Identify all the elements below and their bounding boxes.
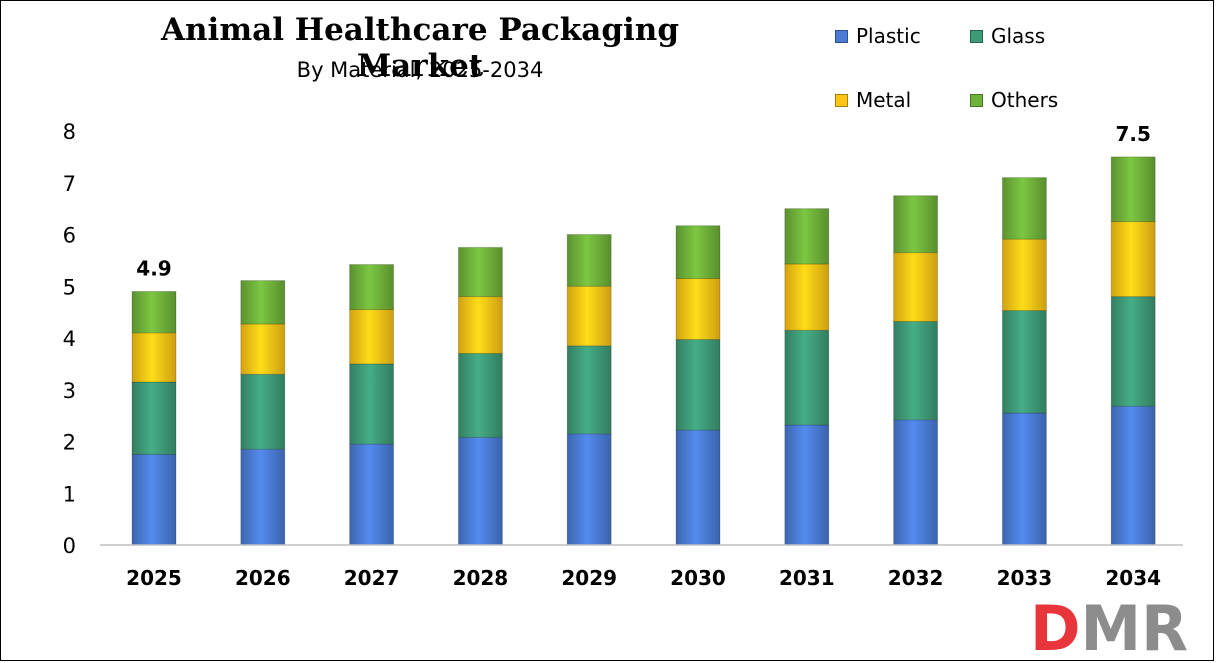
bar-segment-others-2029 [566, 234, 612, 287]
bar-segment-metal-2031 [784, 263, 830, 331]
bar-segment-glass-2028 [457, 353, 503, 438]
x-tick-label-2029: 2029 [561, 566, 617, 590]
bar-segment-others-2025 [131, 290, 177, 334]
bar-segment-others-2034 [1110, 156, 1156, 223]
x-tick-label-2025: 2025 [126, 566, 182, 590]
legend-swatch-glass [970, 29, 983, 43]
bar-segment-others-2032 [893, 195, 939, 254]
x-tick-label-2028: 2028 [453, 566, 509, 590]
x-tick-label-2027: 2027 [344, 566, 400, 590]
bar-segment-plastic-2028 [457, 436, 503, 546]
legend-item-metal: Metal [835, 86, 911, 114]
bar-segment-plastic-2027 [349, 443, 395, 546]
bar-segment-glass-2027 [349, 363, 395, 445]
bar-segment-plastic-2034 [1110, 405, 1156, 546]
data-label-2025: 4.9 [136, 256, 171, 280]
y-tick-label: 3 [63, 379, 76, 403]
bar-segment-metal-2028 [457, 296, 503, 355]
x-tick-label-2031: 2031 [779, 566, 835, 590]
bar-segment-glass-2029 [566, 345, 612, 435]
bar-segment-plastic-2032 [893, 419, 939, 546]
bar-segment-metal-2030 [675, 277, 721, 341]
y-tick-label: 6 [63, 224, 76, 248]
legend-label-others: Others [991, 88, 1059, 112]
bar-segment-others-2028 [457, 246, 503, 298]
y-tick-label: 7 [63, 172, 76, 196]
bar-segment-plastic-2033 [1001, 412, 1047, 546]
chart-subtitle: By Material, 2025-2034 [296, 58, 544, 82]
dmr-logo-icon: DMR [1030, 598, 1188, 654]
bar-segment-others-2030 [675, 225, 721, 279]
svg-text:DMR: DMR [1030, 598, 1188, 654]
x-tick-label-2026: 2026 [235, 566, 291, 590]
data-label-2034: 7.5 [1115, 122, 1150, 146]
bar-segment-glass-2034 [1110, 296, 1156, 407]
legend-swatch-metal [835, 93, 848, 107]
legend-item-plastic: Plastic [835, 22, 921, 50]
legend-label-plastic: Plastic [856, 24, 921, 48]
legend-item-others: Others [970, 86, 1058, 114]
x-tick-label-2034: 2034 [1105, 566, 1161, 590]
legend-swatch-plastic [835, 29, 848, 43]
bar-segment-metal-2029 [566, 285, 612, 347]
bar-segment-plastic-2030 [675, 429, 721, 546]
y-tick-label: 2 [63, 431, 76, 455]
bar-segment-others-2033 [1001, 177, 1047, 240]
bar-segment-metal-2034 [1110, 221, 1156, 298]
y-tick-label: 5 [63, 275, 76, 299]
legend-swatch-others [970, 93, 983, 107]
bar-segment-metal-2027 [349, 309, 395, 365]
x-tick-label-2030: 2030 [670, 566, 726, 590]
stacked-bar-chart: 0 1 2 3 4 5 6 7 8 2025 2026 2027 2028 2029 2030 2031 203… [63, 120, 1183, 590]
bar-segment-metal-2032 [893, 252, 939, 322]
bar-segment-glass-2033 [1001, 310, 1047, 414]
bar-segment-glass-2032 [893, 320, 939, 421]
bar-segment-glass-2025 [131, 381, 177, 455]
bar-segment-glass-2031 [784, 329, 830, 426]
bar-segment-plastic-2026 [240, 448, 286, 546]
bar-segment-plastic-2029 [566, 433, 612, 546]
legend-item-glass: Glass [970, 22, 1045, 50]
x-tick-label-2033: 2033 [997, 566, 1053, 590]
bar-segment-others-2031 [784, 208, 830, 265]
y-tick-label: 1 [63, 482, 76, 506]
legend-label-glass: Glass [991, 24, 1046, 48]
bar-segment-plastic-2025 [131, 453, 177, 546]
y-tick-label: 4 [63, 327, 76, 351]
bar-segment-plastic-2031 [784, 424, 830, 546]
bar-segment-others-2027 [349, 264, 395, 311]
chart-title: Animal Healthcare Packaging Market [160, 12, 680, 84]
bar-segment-glass-2030 [675, 339, 721, 431]
bar-segment-metal-2026 [240, 323, 286, 375]
y-tick-label: 8 [63, 120, 76, 144]
legend-label-metal: Metal [856, 88, 912, 112]
bar-segment-metal-2025 [131, 332, 177, 383]
x-tick-label-2032: 2032 [888, 566, 944, 590]
y-tick-label: 0 [63, 534, 76, 558]
bar-segment-others-2026 [240, 280, 286, 325]
bar-segment-metal-2033 [1001, 238, 1047, 312]
bar-segment-glass-2026 [240, 373, 286, 450]
